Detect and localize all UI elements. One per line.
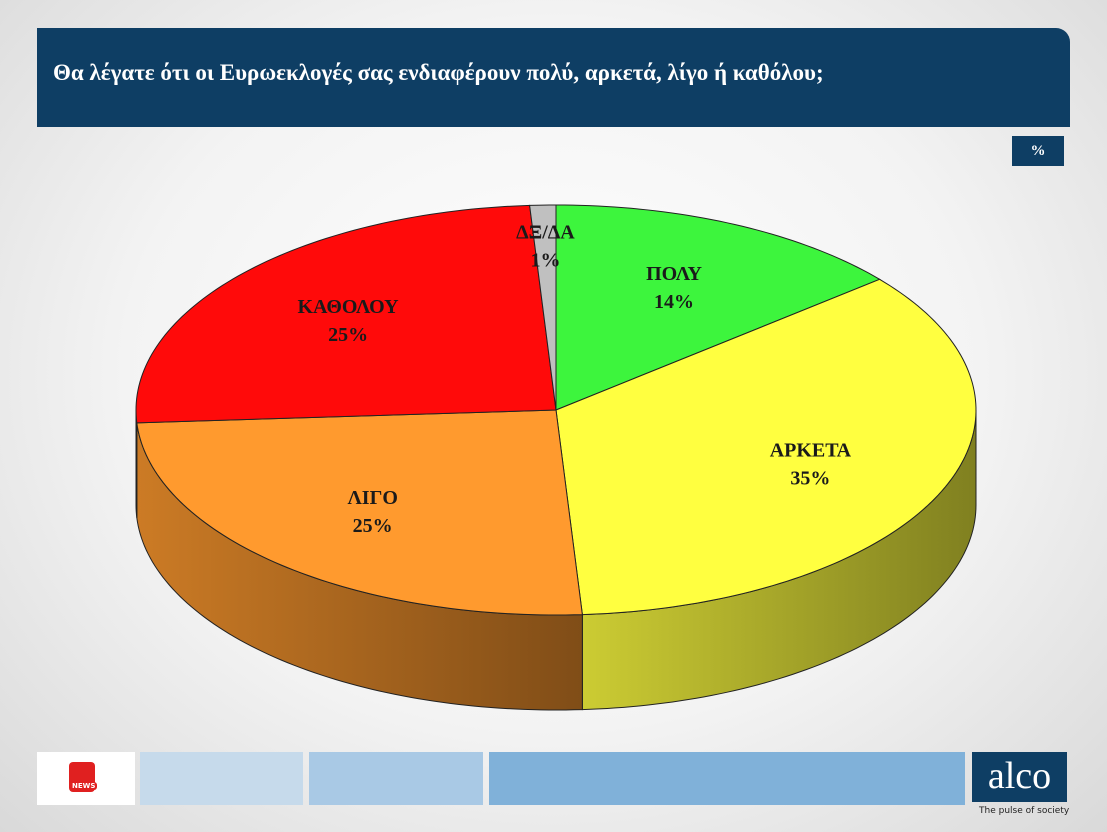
- value-label: 35%: [790, 467, 830, 489]
- footer-bar: [140, 752, 303, 805]
- slice: [555, 278, 977, 711]
- slice-top: [136, 409, 583, 616]
- tagline: The pulse of society: [979, 806, 1070, 816]
- footer-bar: [489, 752, 965, 805]
- slice: [135, 204, 557, 518]
- slice-label: ΔΞ/ΔΑ: [516, 222, 575, 244]
- unit-badge: %: [1012, 136, 1064, 166]
- slice-top: [555, 278, 977, 616]
- slice-top: [135, 204, 557, 424]
- value-label: 1%: [530, 250, 560, 272]
- slice-label: ΠΟΛΥ: [646, 263, 702, 285]
- logo-text: NEWS: [70, 782, 98, 790]
- value-label: 25%: [328, 324, 368, 346]
- slice-top: [529, 204, 557, 411]
- brand-logo: alco: [972, 752, 1067, 802]
- slice-label: ΛΙΓΟ: [347, 487, 397, 509]
- slice: [136, 409, 583, 711]
- slice-top: [555, 204, 881, 411]
- value-label: 25%: [353, 515, 393, 537]
- slice: [529, 204, 557, 411]
- partner-logo: NEWS: [37, 752, 135, 805]
- slice: [555, 204, 881, 411]
- footer-bar: [309, 752, 483, 805]
- chart-title: Θα λέγατε ότι οι Ευρωεκλογές σας ενδιαφέ…: [53, 60, 824, 85]
- header: Θα λέγατε ότι οι Ευρωεκλογές σας ενδιαφέ…: [37, 28, 1070, 127]
- value-label: 14%: [654, 291, 694, 313]
- slice-side: [135, 409, 138, 518]
- slice-label: ΑΡΚΕΤΑ: [770, 439, 852, 461]
- slice-label: ΚΑΘΟΛΟΥ: [297, 296, 399, 318]
